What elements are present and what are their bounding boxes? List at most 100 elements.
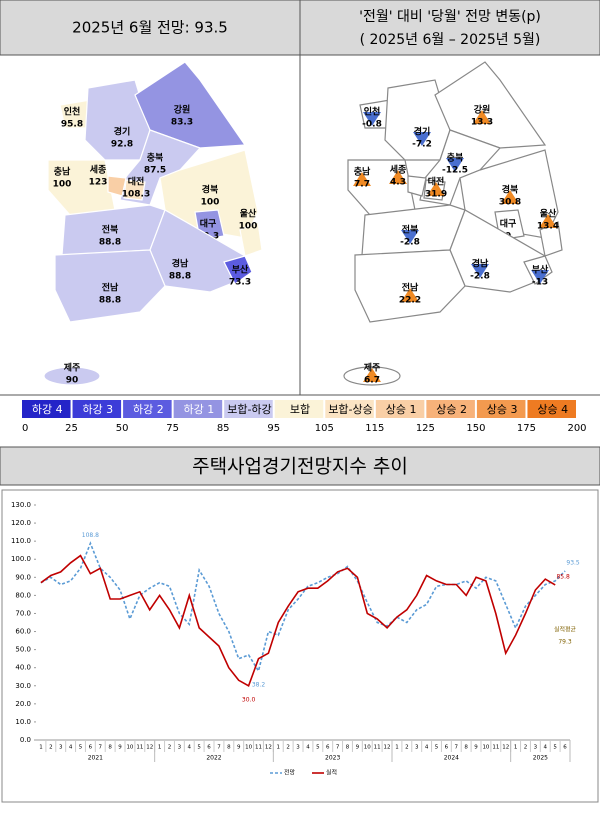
y-tick-label: 90.0 xyxy=(15,573,31,581)
region-name: 대구 xyxy=(500,218,517,230)
region-value: 92.8 xyxy=(111,140,133,150)
region-value: 6.7 xyxy=(364,376,380,386)
region-name: 제주 xyxy=(64,362,81,374)
year-label: 2025 xyxy=(533,755,548,762)
value-label: 38.2 xyxy=(252,681,266,688)
y-tick-label: 80.0 xyxy=(15,591,31,599)
x-tick-label: 10 xyxy=(364,745,371,751)
x-tick-label: 4 xyxy=(69,745,73,751)
region-name: 경기 xyxy=(414,126,431,138)
y-tick-label: 60.0 xyxy=(15,628,31,636)
x-tick-label: 10 xyxy=(482,745,489,751)
region-value: 22.2 xyxy=(399,296,421,306)
region-name: 세종 xyxy=(390,164,407,176)
legend-box xyxy=(123,400,172,418)
y-tick-label: 70.0 xyxy=(15,609,31,617)
change-arrow xyxy=(363,368,381,382)
region-name: 부산 xyxy=(232,264,249,276)
region-name: 충남 xyxy=(354,166,371,178)
region-value: 83.3 xyxy=(171,118,193,128)
region-name: 부산 xyxy=(532,264,549,276)
x-tick-label: 12 xyxy=(265,745,272,751)
region-value: -13 xyxy=(532,278,548,288)
section-title: 주택사업경기전망지수 추이 xyxy=(192,456,408,478)
legend-label: 하강 2 xyxy=(133,402,164,416)
year-label: 2022 xyxy=(206,755,221,762)
y-tick-label: 50.0 xyxy=(15,646,31,654)
legend-threshold: 150 xyxy=(466,423,485,434)
legend-box xyxy=(173,400,223,418)
legend-threshold: 105 xyxy=(315,423,334,434)
x-tick-label: 1 xyxy=(514,745,518,751)
region-name: 제주 xyxy=(364,362,381,374)
x-tick-label: 7 xyxy=(336,745,340,751)
region-name: 충북 xyxy=(447,152,464,164)
x-tick-label: 1 xyxy=(158,745,162,751)
region-name: 대전 xyxy=(428,176,445,188)
x-tick-label: 12 xyxy=(502,745,509,751)
change-arrow xyxy=(471,264,489,278)
region-value: -2.8 xyxy=(470,272,490,282)
y-tick-label: 40.0 xyxy=(15,664,31,672)
x-tick-label: 8 xyxy=(108,745,112,751)
region-value: 90 xyxy=(66,376,79,386)
x-tick-label: 9 xyxy=(118,745,122,751)
y-tick-label: 130.0 xyxy=(11,501,31,509)
series-line xyxy=(40,541,566,673)
x-tick-label: 3 xyxy=(534,745,538,751)
x-tick-label: 1 xyxy=(395,745,399,751)
change-arrow xyxy=(413,132,431,146)
right-title: '전월' 대비 '당월' 전망 변동(p) xyxy=(359,9,541,25)
x-tick-label: 4 xyxy=(306,745,310,751)
region-value: 123 xyxy=(89,178,108,188)
legend-entry: 실적 xyxy=(326,769,337,777)
change-arrow xyxy=(531,270,549,284)
right-title: ( 2025년 6월 – 2025년 5월) xyxy=(360,32,541,48)
x-tick-label: 3 xyxy=(415,745,419,751)
region-value: 95.8 xyxy=(61,120,83,130)
region-name: 세종 xyxy=(90,164,107,176)
x-tick-label: 5 xyxy=(316,745,320,751)
x-tick-label: 2 xyxy=(524,745,528,751)
legend-threshold: 75 xyxy=(166,423,179,434)
legend-threshold: 115 xyxy=(365,423,384,434)
region-name: 인천 xyxy=(364,107,381,118)
legend-label: 보합-상승 xyxy=(328,403,372,416)
x-tick-label: 10 xyxy=(245,745,252,751)
region-name: 전남 xyxy=(102,282,119,294)
x-tick-label: 9 xyxy=(474,745,478,751)
x-tick-label: 4 xyxy=(188,745,192,751)
x-tick-label: 12 xyxy=(384,745,391,751)
legend-label: 상승 1 xyxy=(386,403,417,416)
x-tick-label: 8 xyxy=(227,745,231,751)
y-tick-label: 0.0 xyxy=(20,736,31,744)
region-value: -2.8 xyxy=(400,238,420,248)
region-name: 전북 xyxy=(402,224,419,236)
region-value: 87.5 xyxy=(144,166,166,176)
x-tick-label: 10 xyxy=(126,745,133,751)
x-tick-label: 9 xyxy=(237,745,241,751)
legend-box xyxy=(426,400,475,418)
x-tick-label: 1 xyxy=(277,745,281,751)
x-tick-label: 4 xyxy=(425,745,429,751)
region-value: 7.7 xyxy=(354,180,370,190)
legend-box xyxy=(527,400,576,418)
region xyxy=(407,175,427,197)
region-value: 30.8 xyxy=(499,198,521,208)
region-name: 강원 xyxy=(474,104,491,116)
legend-threshold: 175 xyxy=(517,423,536,434)
region-value: 88.8 xyxy=(169,272,191,282)
legend-box xyxy=(274,400,324,418)
legend-box xyxy=(224,400,273,418)
region xyxy=(43,366,101,386)
value-label: 108.8 xyxy=(82,532,99,539)
x-tick-label: 7 xyxy=(99,745,103,751)
change-arrow xyxy=(446,158,464,172)
region-value: -0.8 xyxy=(362,120,382,130)
x-tick-label: 1 xyxy=(39,745,43,751)
y-tick-label: 10.0 xyxy=(15,718,31,726)
region-value: -12.5 xyxy=(442,166,468,176)
region-value: 100 xyxy=(239,222,258,232)
x-tick-label: 3 xyxy=(178,745,182,751)
region-name: 경기 xyxy=(114,126,131,138)
